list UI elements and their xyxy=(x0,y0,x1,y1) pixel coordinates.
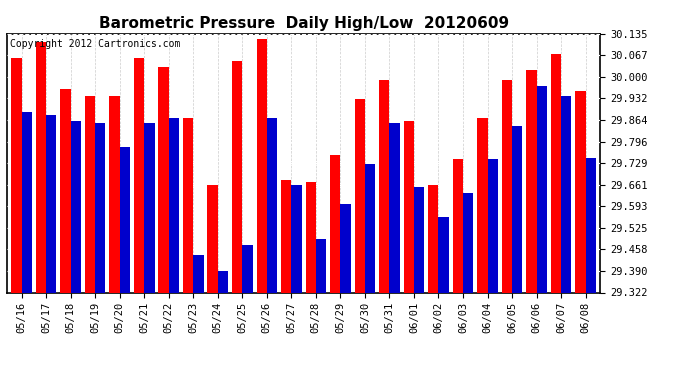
Bar xyxy=(463,193,473,292)
Bar xyxy=(193,255,204,292)
Bar xyxy=(232,61,242,292)
Bar xyxy=(281,180,291,292)
Bar xyxy=(586,158,596,292)
Bar xyxy=(46,115,57,292)
Bar xyxy=(95,123,106,292)
Bar xyxy=(21,112,32,292)
Bar xyxy=(267,118,277,292)
Bar xyxy=(551,54,561,292)
Bar xyxy=(561,96,571,292)
Bar xyxy=(575,91,586,292)
Bar xyxy=(70,121,81,292)
Bar xyxy=(537,86,547,292)
Bar xyxy=(291,185,302,292)
Bar xyxy=(134,58,144,292)
Bar xyxy=(330,155,340,292)
Bar xyxy=(119,147,130,292)
Bar xyxy=(208,185,218,292)
Bar xyxy=(85,96,95,292)
Bar xyxy=(453,159,463,292)
Bar xyxy=(144,123,155,292)
Bar xyxy=(60,90,70,292)
Bar xyxy=(306,182,316,292)
Bar xyxy=(526,70,537,292)
Bar xyxy=(340,204,351,292)
Bar xyxy=(389,123,400,292)
Bar xyxy=(218,271,228,292)
Title: Barometric Pressure  Daily High/Low  20120609: Barometric Pressure Daily High/Low 20120… xyxy=(99,16,509,31)
Bar xyxy=(414,186,424,292)
Bar xyxy=(404,121,414,292)
Bar xyxy=(502,80,512,292)
Bar xyxy=(512,126,522,292)
Bar xyxy=(428,185,438,292)
Bar xyxy=(242,245,253,292)
Bar xyxy=(355,99,365,292)
Bar xyxy=(316,239,326,292)
Bar xyxy=(438,217,449,292)
Bar xyxy=(365,164,375,292)
Bar xyxy=(257,39,267,292)
Bar xyxy=(110,96,119,292)
Text: Copyright 2012 Cartronics.com: Copyright 2012 Cartronics.com xyxy=(10,39,180,49)
Bar xyxy=(477,118,488,292)
Bar xyxy=(11,58,21,292)
Bar xyxy=(183,118,193,292)
Bar xyxy=(36,42,46,292)
Bar xyxy=(169,118,179,292)
Bar xyxy=(379,80,389,292)
Bar xyxy=(159,67,169,292)
Bar xyxy=(488,159,497,292)
